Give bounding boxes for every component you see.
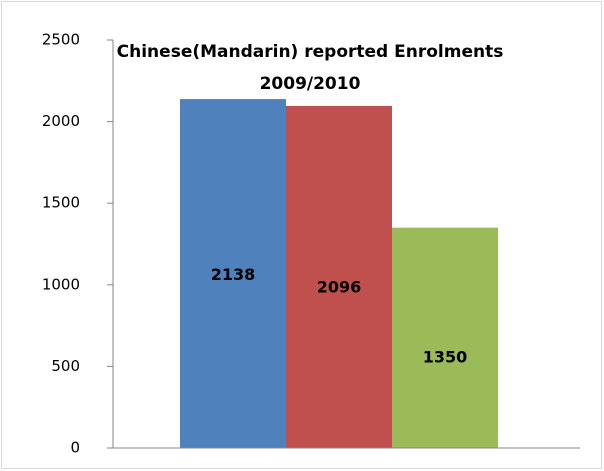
chart-title: Chinese(Mandarin) reported Enrolments [117, 42, 504, 62]
bar [286, 105, 392, 448]
data-label: 2138 [211, 265, 256, 284]
y-tick-label: 500 [51, 357, 80, 375]
y-tick-label: 2000 [42, 112, 80, 130]
y-tick-label: 2500 [42, 31, 80, 49]
chart-title: 2009/2010 [260, 74, 361, 94]
data-label: 2096 [317, 277, 362, 296]
bar [392, 227, 498, 448]
y-tick-label: 1000 [42, 275, 80, 293]
plot-area [107, 39, 580, 449]
bar [180, 99, 286, 448]
y-tick-label: 1500 [42, 194, 80, 212]
data-label: 1350 [423, 347, 468, 366]
y-tick-label: 0 [70, 439, 80, 457]
